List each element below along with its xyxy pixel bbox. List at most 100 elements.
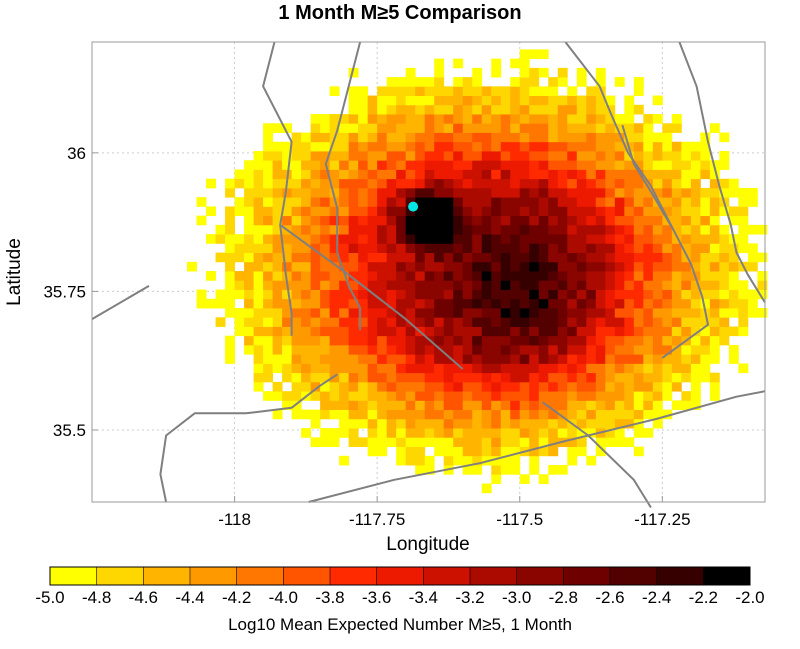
heatmap-cell: [595, 169, 606, 180]
heatmap-cell: [443, 418, 454, 429]
heatmap-cell: [700, 252, 711, 263]
heatmap-cell: [690, 298, 701, 309]
heatmap-cell: [472, 67, 483, 78]
heatmap-cell: [481, 243, 492, 254]
heatmap-cell: [329, 289, 340, 300]
heatmap-cell: [443, 428, 454, 438]
markers: [408, 201, 419, 212]
heatmap-cell: [662, 243, 673, 254]
heatmap-cell: [719, 271, 730, 281]
x-tick-label: -118: [218, 510, 251, 529]
heatmap-cell: [548, 409, 559, 420]
heatmap-cell: [196, 289, 207, 300]
heatmap-cell: [614, 437, 625, 447]
heatmap-cell: [567, 169, 578, 180]
heatmap-cell: [643, 298, 654, 309]
heatmap-cell: [491, 252, 502, 263]
heatmap-cell: [196, 298, 207, 309]
heatmap-cell: [405, 160, 416, 170]
heatmap-cell: [329, 187, 340, 198]
heatmap-cell: [377, 428, 388, 438]
heatmap-cell: [624, 104, 635, 115]
heatmap-cell: [510, 280, 521, 290]
heatmap-cell: [367, 317, 378, 327]
heatmap-cell: [329, 335, 340, 346]
heatmap-cell: [472, 77, 483, 87]
heatmap-cell: [510, 344, 521, 355]
heatmap-cell: [272, 224, 283, 235]
heatmap-cell: [652, 114, 663, 124]
heatmap-cell: [700, 169, 711, 180]
heatmap-cell: [301, 280, 312, 290]
heatmap-cell: [472, 271, 483, 281]
heatmap-cell: [348, 437, 359, 447]
heatmap-cell: [529, 178, 540, 189]
heatmap-cell: [548, 437, 559, 447]
heatmap-cell: [272, 187, 283, 198]
heatmap-cell: [548, 446, 559, 457]
heatmap-cell: [567, 271, 578, 281]
heatmap-cell: [576, 197, 587, 207]
heatmap-cell: [633, 215, 644, 226]
heatmap-cell: [348, 335, 359, 346]
heatmap-cell: [358, 261, 369, 272]
heatmap-cell: [377, 409, 388, 420]
heatmap-cell: [690, 197, 701, 207]
heatmap-cell: [652, 400, 663, 411]
heatmap-cell: [348, 123, 359, 133]
heatmap-cell: [605, 271, 616, 281]
heatmap-cell: [282, 308, 293, 318]
heatmap-cell: [681, 151, 692, 161]
colorbar-tick-label: -3.4: [409, 588, 438, 607]
heatmap-cell: [253, 354, 264, 364]
heatmap-cell: [671, 289, 682, 300]
heatmap-cell: [643, 132, 654, 143]
heatmap-cell: [263, 280, 274, 290]
heatmap-cell: [519, 391, 530, 401]
heatmap-cell: [453, 58, 464, 69]
heatmap-cell: [377, 104, 388, 115]
heatmap-cell: [405, 151, 416, 161]
heatmap-cell: [595, 206, 606, 217]
heatmap-cell: [709, 271, 720, 281]
heatmap-cell: [472, 437, 483, 447]
heatmap-cell: [624, 308, 635, 318]
heatmap-cell: [339, 261, 350, 272]
heatmap-cell: [538, 344, 549, 355]
heatmap-cell: [500, 465, 511, 475]
heatmap-cell: [538, 141, 549, 152]
heatmap-cell: [614, 252, 625, 263]
heatmap-cell: [671, 169, 682, 180]
heatmap-cell: [662, 197, 673, 207]
heatmap-cell: [301, 169, 312, 180]
heatmap-cell: [548, 418, 559, 429]
heatmap-cell: [567, 141, 578, 152]
colorbar-swatch: [563, 567, 611, 585]
heatmap-cell: [481, 372, 492, 383]
heatmap-cell: [576, 160, 587, 170]
heatmap-cell: [225, 234, 235, 244]
heatmap-cell: [491, 187, 502, 198]
heatmap-cell: [709, 280, 720, 290]
heatmap-cell: [424, 354, 435, 364]
heatmap-cell: [624, 317, 635, 327]
heatmap-cell: [462, 114, 473, 124]
heatmap-cell: [538, 372, 549, 383]
heatmap-cell: [415, 455, 426, 466]
heatmap-cell: [291, 132, 302, 143]
heatmap-cell: [481, 261, 492, 272]
heatmap-cell: [253, 252, 264, 263]
heatmap-cell: [567, 446, 578, 457]
heatmap-cell: [453, 354, 464, 364]
heatmap-cell: [424, 391, 435, 401]
heatmap-cell: [510, 428, 521, 438]
heatmap-cell: [548, 123, 559, 133]
heatmap-cell: [386, 151, 397, 161]
heatmap-cell: [386, 335, 397, 346]
heatmap-cell: [320, 289, 331, 300]
heatmap-cell: [405, 252, 416, 263]
heatmap-cell: [301, 298, 312, 309]
heatmap-cell: [548, 261, 559, 272]
heatmap-cell: [586, 169, 597, 180]
heatmap-cell: [709, 335, 720, 346]
